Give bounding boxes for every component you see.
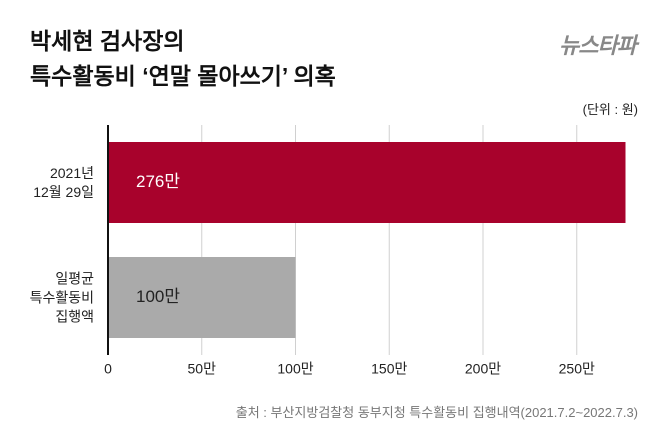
source: 출처 : 부산지방검찰청 동부지청 특수활동비 집행내역(2021.7.2~20…: [235, 405, 638, 420]
x-tick-label: 200만: [465, 361, 501, 377]
x-tick-label: 150만: [371, 361, 407, 377]
bar: [108, 257, 296, 338]
y-tick-label: 일평균 특수활동비 집행액: [29, 270, 94, 324]
value-label: 100만: [136, 287, 180, 306]
logo: 뉴스타파: [559, 33, 637, 58]
bar: [108, 142, 626, 223]
chart-title: 특수활동비 ‘연말 몰아쓰기’ 의혹: [30, 63, 336, 89]
chart-title: 박세현 검사장의: [30, 28, 185, 54]
y-tick-label: 2021년 12월 29일: [33, 164, 94, 200]
x-tick-label: 250만: [559, 361, 595, 377]
unit-note: (단위 : 원): [582, 102, 638, 117]
x-tick-label: 50만: [188, 361, 217, 377]
value-label: 276만: [136, 172, 180, 191]
x-tick-label: 100만: [277, 361, 313, 377]
x-tick-label: 0: [104, 361, 112, 377]
